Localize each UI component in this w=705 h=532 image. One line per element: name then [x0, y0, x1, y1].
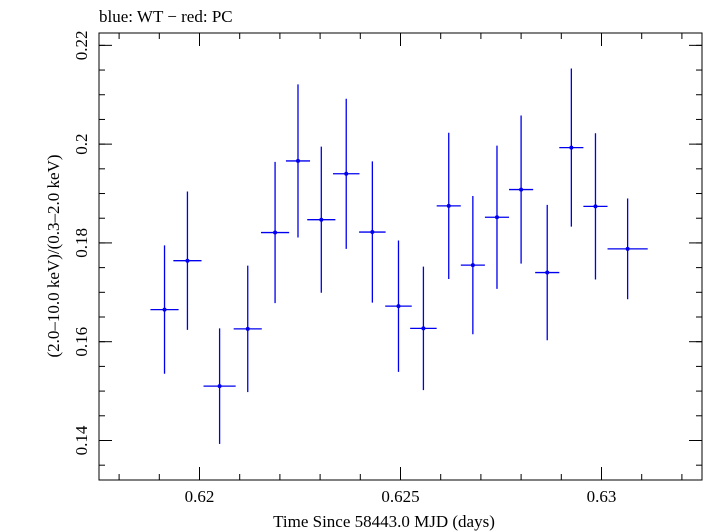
x-tick-label: 0.62 [185, 487, 215, 506]
data-marker [396, 304, 401, 309]
data-point [410, 266, 437, 391]
data-marker [494, 215, 499, 220]
y-tick-label: 0.16 [72, 327, 91, 357]
y-axis-label: (2.0–10.0 keV)/(0.3–2.0 keV) [44, 154, 63, 357]
data-marker [295, 158, 300, 163]
data-point [332, 98, 360, 249]
data-marker [273, 230, 278, 235]
data-marker [625, 246, 630, 251]
data-marker [319, 217, 324, 222]
y-tick-label: 0.2 [72, 134, 91, 155]
data-point [285, 84, 311, 238]
data-marker [217, 384, 222, 389]
y-tick-label: 0.22 [72, 30, 91, 60]
data-point [583, 133, 608, 280]
data-point [307, 146, 336, 293]
data-point [509, 115, 534, 264]
plot-frame [98, 32, 703, 481]
data-point [173, 191, 202, 330]
x-axis-tick-labels: 0.62 0.625 0.63 [185, 487, 617, 506]
data-point [203, 328, 236, 444]
y-tick-label: 0.18 [72, 228, 91, 258]
data-point [607, 198, 648, 300]
data-marker [446, 203, 451, 208]
data-marker [593, 204, 598, 209]
data-marker [569, 145, 574, 150]
data-point [261, 161, 290, 304]
data-point [484, 145, 510, 289]
data-series [150, 68, 648, 444]
data-point [385, 240, 412, 372]
data-marker [519, 187, 524, 192]
data-marker [185, 258, 190, 263]
x-tick-label: 0.63 [587, 487, 617, 506]
data-point [460, 195, 485, 335]
data-marker [344, 171, 349, 176]
data-point [436, 132, 461, 279]
data-marker [545, 270, 550, 275]
x-axis-ticks [118, 33, 683, 480]
data-point [535, 204, 560, 341]
y-axis-tick-labels: 0.14 0.16 0.18 0.2 0.22 [72, 30, 91, 455]
chart-title: blue: WT − red: PC [99, 7, 233, 26]
data-marker [162, 307, 167, 312]
data-marker [370, 230, 375, 235]
data-point [150, 245, 179, 374]
y-tick-label: 0.14 [72, 425, 91, 455]
data-marker [470, 263, 475, 268]
x-axis-label: Time Since 58443.0 MJD (days) [273, 512, 495, 531]
data-marker [245, 326, 250, 331]
x-tick-label: 0.625 [381, 487, 419, 506]
data-point [359, 161, 386, 303]
data-marker [421, 326, 426, 331]
data-point [233, 265, 262, 393]
data-point [559, 68, 584, 227]
y-axis-ticks [99, 44, 702, 466]
